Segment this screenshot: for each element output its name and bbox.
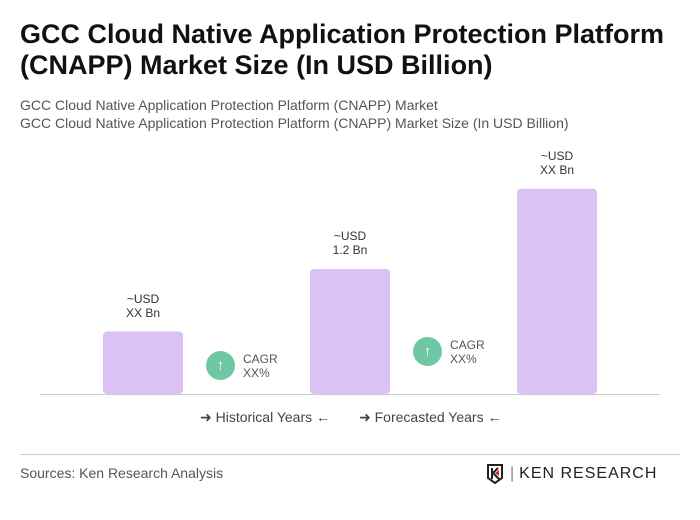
data-label-line-2: 1.2 Bn (332, 243, 368, 257)
legend-label: Historical Years (215, 409, 313, 425)
legend-forecasted: ➜ Forecasted Years ← (359, 409, 501, 426)
ken-research-logo: | KEN RESEARCH (486, 464, 657, 484)
logo-text: KEN RESEARCH (519, 465, 658, 482)
subtitle-2: GCC Cloud Native Application Protection … (20, 115, 569, 131)
ken-logo-icon (487, 464, 503, 484)
chart-title: GCC Cloud Native Application Protection … (20, 19, 665, 80)
cagr-label: CAGR (450, 337, 485, 352)
legend-label: Forecasted Years (374, 409, 484, 425)
sources-text: Sources: Ken Research Analysis (20, 465, 224, 481)
data-label-3: ~USD XX Bn (507, 149, 607, 177)
footer-divider (20, 454, 680, 455)
data-label-line-2: XX Bn (125, 305, 161, 320)
cagr-value: XX% (243, 365, 270, 380)
arrow-right-icon: ➜ (200, 409, 212, 425)
cagr-label: CAGR (243, 351, 278, 366)
logo-separator: | (510, 465, 516, 482)
data-label-1: ~USD XX Bn (93, 292, 193, 320)
bar-2 (310, 269, 390, 394)
data-label-line-2: XX Bn (539, 162, 575, 177)
cagr-badge-2: ↑ CAGR XX% (413, 337, 485, 366)
bar-1 (103, 331, 183, 394)
cagr-badge-1: ↑ CAGR XX% (206, 351, 278, 380)
data-label-2: ~USD 1.2 Bn (300, 229, 400, 257)
cagr-value: XX% (450, 351, 477, 366)
data-label-line-1: ~USD (126, 291, 160, 306)
legend-historical: ➜ Historical Years ← (200, 409, 330, 426)
bar-3 (517, 188, 597, 394)
subtitle: GCC Cloud Native Application Protection … (20, 97, 438, 113)
arrow-up-icon: ↑ (206, 351, 235, 380)
arrow-left-icon: ← (487, 409, 502, 425)
arrow-right-icon: ➜ (359, 409, 371, 425)
arrow-left-icon: ← (316, 409, 331, 425)
data-label-line-1: ~USD (333, 229, 367, 243)
data-label-line-1: ~USD (540, 148, 574, 163)
arrow-up-icon: ↑ (413, 337, 442, 366)
